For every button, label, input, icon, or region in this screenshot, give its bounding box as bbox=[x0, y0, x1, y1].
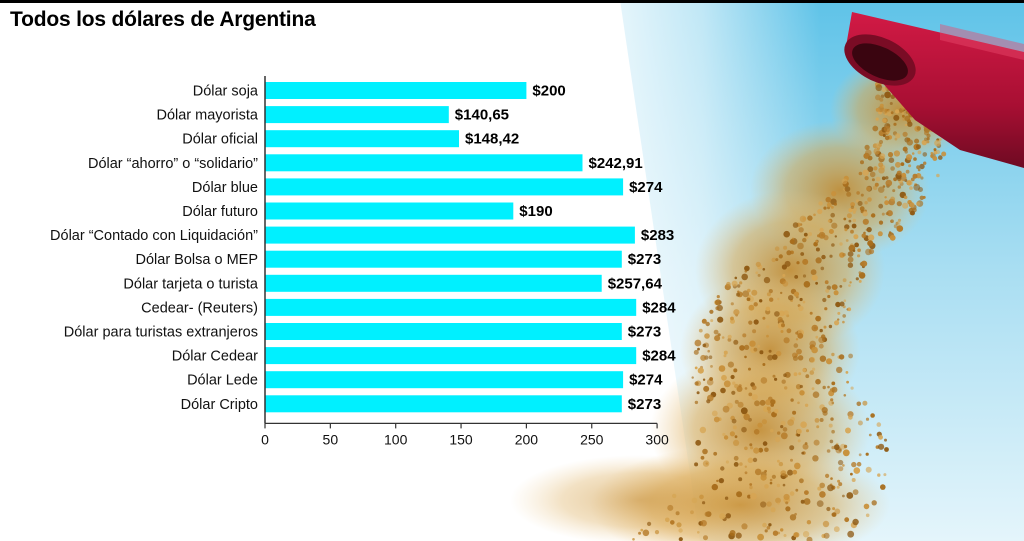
category-label: Dólar “Contado con Liquidación” bbox=[50, 228, 258, 244]
value-label: $284 bbox=[642, 348, 676, 365]
bar bbox=[265, 323, 622, 340]
category-label: Dólar Cripto bbox=[181, 397, 258, 413]
category-label: Dólar Cedear bbox=[172, 349, 258, 365]
bar bbox=[265, 395, 622, 413]
category-label: Cedear- (Reuters) bbox=[141, 300, 258, 316]
x-tick-label: 0 bbox=[261, 431, 269, 447]
category-label: Dólar para turistas extranjeros bbox=[64, 325, 258, 341]
value-label: $273 bbox=[628, 251, 661, 268]
category-label: Dólar “ahorro” o “solidario” bbox=[88, 156, 258, 172]
value-label: $273 bbox=[628, 396, 661, 413]
value-label: $148,42 bbox=[465, 131, 519, 148]
harvester-spout bbox=[844, 12, 1024, 168]
bar bbox=[265, 130, 459, 148]
category-label: Dólar blue bbox=[192, 180, 258, 196]
value-label: $140,65 bbox=[455, 107, 509, 124]
category-label: Dólar oficial bbox=[182, 132, 258, 148]
value-label: $284 bbox=[642, 299, 676, 316]
category-label: Dólar Lede bbox=[187, 373, 258, 389]
category-label: Dólar Bolsa o MEP bbox=[136, 252, 259, 268]
bar bbox=[265, 82, 527, 99]
bar bbox=[265, 371, 624, 389]
bar bbox=[265, 298, 637, 316]
x-tick-label: 150 bbox=[449, 431, 473, 447]
value-label: $257,64 bbox=[608, 275, 663, 292]
category-label: Dólar mayorista bbox=[156, 108, 258, 124]
category-label: Dólar soja bbox=[193, 84, 259, 100]
x-tick-label: 50 bbox=[323, 431, 339, 447]
bar bbox=[265, 202, 514, 220]
bar bbox=[265, 274, 602, 292]
bar bbox=[265, 154, 583, 172]
category-label: Dólar tarjeta o turista bbox=[123, 276, 259, 292]
bar bbox=[265, 178, 624, 196]
x-tick-label: 200 bbox=[515, 431, 539, 447]
bar bbox=[265, 347, 637, 365]
value-label: $283 bbox=[641, 227, 674, 244]
bar bbox=[265, 226, 635, 244]
top-rule bbox=[0, 0, 1024, 3]
x-tick-label: 300 bbox=[645, 431, 669, 447]
value-label: $242,91 bbox=[589, 155, 643, 172]
value-label: $200 bbox=[532, 83, 565, 100]
value-label: $273 bbox=[628, 324, 661, 341]
x-tick-label: 100 bbox=[384, 431, 408, 447]
category-label: Dólar futuro bbox=[182, 204, 258, 220]
value-label: $274 bbox=[629, 179, 663, 196]
bar bbox=[265, 106, 449, 124]
value-label: $190 bbox=[519, 203, 552, 220]
chart-title: Todos los dólares de Argentina bbox=[10, 8, 316, 31]
x-tick-label: 250 bbox=[580, 431, 604, 447]
bar bbox=[265, 250, 622, 268]
value-label: $274 bbox=[629, 372, 663, 389]
